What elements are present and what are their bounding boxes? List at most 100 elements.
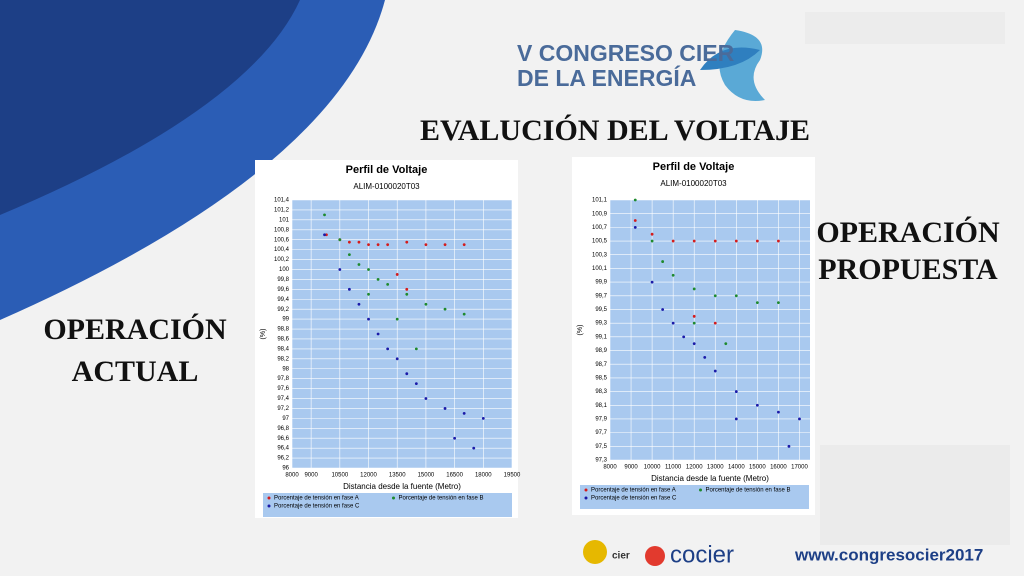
legend-marker — [584, 488, 588, 492]
data-point — [650, 280, 654, 284]
decor-swoosh-dark — [0, 0, 300, 215]
data-point — [386, 243, 390, 247]
x-tick-label: 8000 — [603, 465, 617, 471]
y-tick-label: 99,6 — [277, 287, 289, 293]
data-point — [472, 446, 476, 450]
y-tick-label: 98,9 — [595, 348, 607, 354]
data-point — [692, 239, 696, 243]
x-tick-label: 8000 — [285, 473, 299, 479]
data-point — [481, 416, 485, 420]
y-tick-label: 98 — [282, 366, 289, 372]
plot-area — [610, 200, 810, 460]
y-tick-label: 100,3 — [592, 252, 608, 258]
y-tick-label: 100,8 — [274, 227, 290, 233]
data-point — [347, 253, 351, 256]
legend-label: Porcentaje de tensión en fase A — [591, 488, 676, 494]
legend-marker — [392, 496, 395, 500]
data-point — [633, 219, 637, 222]
y-tick-label: 96,2 — [277, 456, 289, 462]
y-tick-label: 97,3 — [595, 458, 607, 464]
decor-box — [820, 445, 1010, 545]
chart-subtitle: ALIM-0100020T03 — [660, 179, 727, 188]
legend-marker — [267, 504, 271, 508]
x-tick-label: 12000 — [686, 465, 703, 471]
logo-swirl — [719, 30, 765, 101]
data-point — [661, 308, 665, 311]
side-label: ACTUAL — [72, 355, 199, 388]
legend-box — [263, 493, 512, 517]
data-point — [424, 397, 428, 400]
data-point — [650, 232, 654, 236]
data-point — [424, 243, 428, 247]
y-tick-label: 98,8 — [277, 327, 289, 333]
data-point — [755, 301, 759, 305]
data-point — [713, 294, 717, 298]
decor-box — [805, 12, 1005, 44]
slide-title: EVALUCIÓN DEL VOLTAJE — [420, 114, 810, 147]
data-point — [347, 240, 351, 244]
legend-label: Porcentaje de tensión en fase B — [706, 488, 791, 494]
data-point — [713, 369, 717, 373]
y-tick-label: 98,3 — [595, 389, 607, 395]
side-label: OPERACIÓN — [43, 313, 227, 346]
data-point — [443, 243, 447, 247]
y-tick-label: 100,4 — [274, 247, 290, 253]
y-tick-label: 100 — [279, 267, 290, 273]
data-point — [405, 292, 409, 296]
y-tick-label: 100,7 — [592, 225, 608, 231]
cier-logo — [583, 540, 607, 564]
x-tick-label: 14000 — [728, 465, 745, 471]
y-tick-label: 98,1 — [595, 403, 607, 409]
data-point — [405, 240, 409, 244]
y-tick-label: 99,1 — [595, 334, 607, 340]
data-point — [376, 332, 380, 336]
data-point — [661, 260, 665, 263]
data-point — [443, 407, 447, 410]
chart-title: Perfil de Voltaje — [346, 164, 428, 176]
y-axis-label: (%) — [577, 325, 584, 336]
cier-text: cier — [612, 551, 630, 562]
y-tick-label: 101 — [279, 217, 290, 223]
data-point — [692, 321, 696, 325]
y-tick-label: 101,4 — [274, 198, 290, 204]
y-tick-label: 98,7 — [595, 362, 607, 368]
legend-label: Porcentaje de tensión en fase A — [274, 496, 359, 502]
y-tick-label: 97,4 — [277, 396, 289, 402]
data-point — [357, 263, 361, 266]
y-tick-label: 97 — [282, 416, 289, 422]
data-point — [703, 355, 707, 359]
data-point — [338, 238, 342, 242]
cocier-text: cocier — [670, 541, 734, 568]
data-point — [386, 282, 390, 286]
y-axis-label: (%) — [260, 329, 267, 340]
y-tick-label: 97,2 — [277, 406, 289, 412]
legend-marker — [584, 496, 588, 500]
data-point — [633, 225, 637, 229]
data-point — [671, 273, 675, 277]
y-tick-label: 97,6 — [277, 386, 289, 392]
data-point — [376, 243, 380, 247]
legend-box — [580, 485, 809, 509]
data-point — [376, 278, 380, 281]
x-tick-label: 18000 — [475, 473, 492, 479]
data-point — [405, 287, 409, 291]
y-tick-label: 101,2 — [274, 208, 290, 214]
y-tick-label: 100,5 — [592, 239, 608, 245]
y-tick-label: 101,1 — [592, 198, 608, 204]
data-point — [671, 239, 675, 243]
data-point — [692, 342, 696, 346]
x-tick-label: 10000 — [644, 465, 661, 471]
legend-marker — [699, 488, 702, 492]
x-axis-label: Distancia desde la fuente (Metro) — [343, 482, 461, 491]
data-point — [395, 317, 399, 321]
side-label: OPERACIÓN — [816, 216, 1000, 249]
x-tick-label: 9000 — [304, 473, 318, 479]
plot-area — [292, 200, 512, 468]
data-point — [453, 436, 457, 440]
data-point — [755, 239, 759, 243]
data-point — [777, 239, 780, 243]
data-point — [787, 444, 791, 448]
x-tick-label: 12000 — [360, 473, 377, 479]
x-tick-label: 13000 — [707, 465, 724, 471]
